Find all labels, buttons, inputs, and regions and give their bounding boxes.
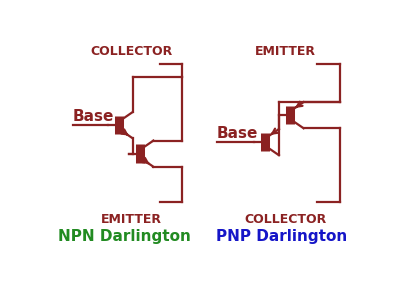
Text: EMITTER: EMITTER [255,45,316,58]
Text: EMITTER: EMITTER [101,213,162,226]
Text: Base: Base [216,126,258,141]
Text: PNP Darlington: PNP Darlington [216,229,348,244]
Text: COLLECTOR: COLLECTOR [91,45,173,58]
Text: Base: Base [72,109,114,124]
Text: NPN Darlington: NPN Darlington [58,229,190,244]
Text: COLLECTOR: COLLECTOR [245,213,327,226]
